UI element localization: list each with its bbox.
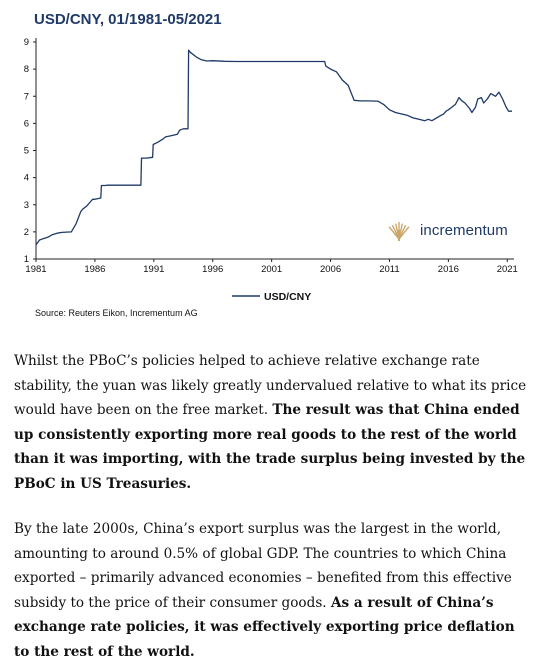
chart-ticks: 1 2 3 4 5 6 7 8 9 1981 1986 1991 1996 2001 2006 2011 201…	[24, 37, 518, 275]
y-tick-label: 9	[24, 37, 29, 48]
logo-branch	[398, 226, 410, 240]
x-tick-label: 2006	[320, 264, 341, 275]
chart-axes	[35, 38, 514, 260]
logo-text: incrementum	[420, 221, 508, 239]
paragraph-2: By the late 2000s, China’s export surplu…	[14, 517, 529, 664]
incrementum-logo: incrementum	[386, 217, 508, 243]
y-tick-label: 2	[24, 227, 29, 238]
y-tick-label: 1	[24, 254, 29, 265]
y-tick-label: 5	[24, 146, 29, 157]
usd-cny-chart: 1 2 3 4 5 6 7 8 9 1981 1986 1991 1996 2001 2006 2011 201…	[24, 37, 518, 303]
x-tick-label: 1991	[143, 264, 164, 275]
paragraph-1-text: Whilst the PBoC’s policies helped to ach…	[14, 353, 527, 418]
x-tick-label: 1981	[25, 264, 46, 275]
paragraph-1: Whilst the PBoC’s policies helped to ach…	[14, 349, 529, 496]
y-tick-label: 8	[24, 64, 29, 75]
x-tick-label: 2016	[438, 264, 459, 275]
chart-series	[35, 49, 512, 246]
y-tick-label: 4	[24, 173, 29, 184]
x-tick-label: 2001	[261, 264, 282, 275]
paragraph-2-text: By the late 2000s, China’s export surplu…	[14, 521, 512, 611]
x-tick-label: 2021	[497, 264, 518, 275]
y-tick-label: 3	[24, 200, 29, 211]
chart-title: USD/CNY, 01/1981-05/2021	[34, 11, 222, 28]
chart-source: Source: Reuters Eikon, Incrementum AG	[35, 308, 198, 318]
logo-tree-icon	[388, 222, 410, 241]
legend-label: USD/CNY	[264, 291, 311, 303]
y-tick-label: 7	[24, 91, 29, 102]
paragraph-1-bold-text: The result was that China ended up consi…	[14, 402, 526, 492]
x-tick-label: 1986	[84, 264, 105, 275]
series-line-usd-cny	[35, 49, 512, 246]
chart-legend: USD/CNY	[232, 291, 311, 303]
x-tick-label: 2011	[379, 264, 399, 275]
y-tick-label: 6	[24, 118, 29, 129]
x-tick-label: 1996	[202, 264, 223, 275]
